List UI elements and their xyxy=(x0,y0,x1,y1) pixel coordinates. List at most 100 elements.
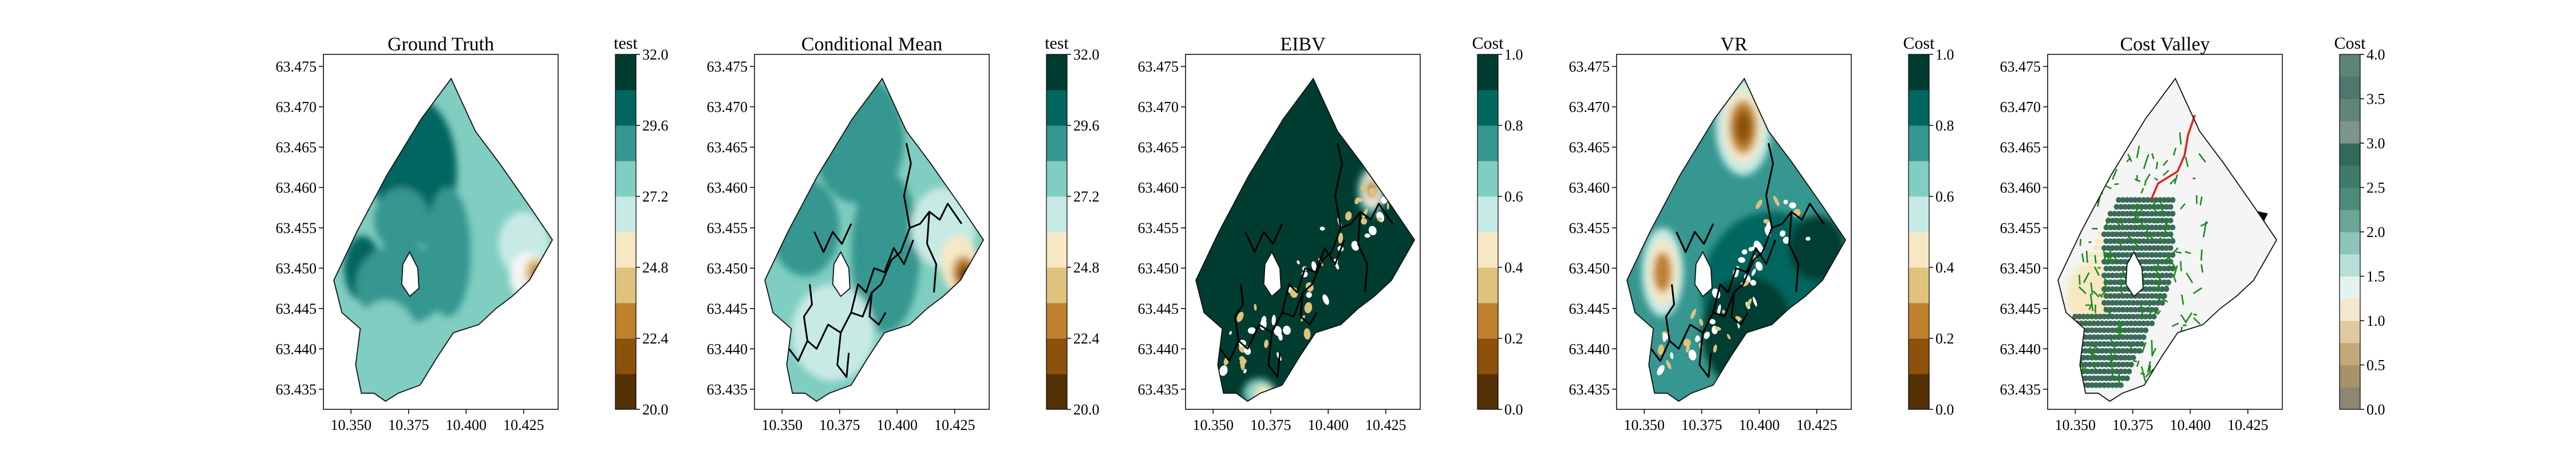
y-tick-label: 63.460 xyxy=(2000,180,2041,196)
tree-edge xyxy=(2180,294,2184,305)
colorbar-tick-label: 22.4 xyxy=(642,330,669,347)
cost-speck xyxy=(1369,187,1376,196)
candidate-point xyxy=(2126,368,2132,374)
candidate-point xyxy=(2087,320,2093,326)
x-tick-label: 10.375 xyxy=(819,417,860,433)
candidate-point xyxy=(2074,307,2080,313)
tree-edge xyxy=(2155,161,2158,169)
tree-edge xyxy=(2182,333,2185,342)
candidate-point xyxy=(2072,382,2079,388)
candidate-point xyxy=(2083,293,2089,299)
tree-edge xyxy=(2140,372,2146,375)
y-tick-label: 63.475 xyxy=(707,58,748,75)
candidate-point xyxy=(2105,327,2112,333)
trajectory-segment xyxy=(903,143,912,228)
tree-edge xyxy=(2136,145,2140,159)
y-tick-label: 63.465 xyxy=(276,139,317,156)
candidate-point xyxy=(2122,341,2128,347)
candidate-point xyxy=(2087,266,2093,272)
colorbar-tick-label: 0.6 xyxy=(1935,188,1954,205)
candidate-point xyxy=(2161,252,2167,258)
candidate-point xyxy=(2134,300,2140,306)
trajectory-segment xyxy=(926,211,937,293)
candidate-point xyxy=(2080,314,2087,319)
trajectory-segment xyxy=(1281,239,1345,313)
y-tick-label: 63.465 xyxy=(1569,139,1610,156)
tree-edge xyxy=(2172,148,2177,156)
candidate-point xyxy=(2147,231,2153,238)
candidate-point xyxy=(2149,211,2155,217)
tree-edge xyxy=(2200,264,2204,273)
candidate-point xyxy=(2089,273,2095,279)
candidate-point xyxy=(2128,224,2134,231)
axis-ticks: 10.350 10.375 10.400 10.425 63.435 63.440 63.4… xyxy=(2000,58,2269,433)
colorbar-label: Cost xyxy=(1472,34,1504,53)
y-tick-label: 63.450 xyxy=(2000,260,2041,277)
candidate-point xyxy=(2095,238,2101,244)
candidate-point xyxy=(2101,341,2107,347)
colorbar-level xyxy=(1046,54,1067,90)
y-tick-label: 63.470 xyxy=(1138,99,1179,116)
cost-speck xyxy=(1709,319,1716,325)
candidate-point xyxy=(2167,231,2174,238)
x-tick-label: 10.425 xyxy=(503,417,544,433)
trajectory-segment xyxy=(1712,239,1776,313)
trajectory-segment xyxy=(1650,203,1825,362)
x-tick-label: 10.400 xyxy=(1739,417,1780,433)
candidate-point xyxy=(2103,266,2109,272)
candidate-point xyxy=(2074,348,2080,354)
candidate-point xyxy=(2130,231,2136,238)
candidate-point xyxy=(2136,238,2143,244)
colorbar-level xyxy=(2340,98,2360,121)
cost-speck xyxy=(1748,247,1753,252)
tree-edge xyxy=(2149,308,2152,315)
trajectory-segment xyxy=(1698,332,1712,378)
candidate-point xyxy=(2149,266,2155,272)
tree-edge xyxy=(2165,285,2169,288)
cost-speck xyxy=(1722,310,1725,314)
tree-edge xyxy=(2088,303,2093,310)
axis-ticks: 10.350 10.375 10.400 10.425 63.435 63.440 63.4… xyxy=(1138,58,1406,433)
candidate-point xyxy=(2134,314,2140,319)
candidate-point xyxy=(2109,245,2116,251)
field-layer xyxy=(1196,78,1415,401)
candidate-point xyxy=(2130,314,2136,319)
plot-axes-frame xyxy=(754,54,990,410)
tree-edge xyxy=(2083,272,2090,283)
candidate-point xyxy=(2107,238,2113,244)
tree-edge xyxy=(2095,136,2103,147)
candidate-point xyxy=(2109,327,2116,333)
candidate-point xyxy=(2143,314,2149,319)
candidate-point xyxy=(2134,341,2140,347)
tree-edge xyxy=(2119,218,2125,231)
tree-edge xyxy=(2091,135,2099,147)
cost-speck xyxy=(1322,294,1329,305)
candidate-point xyxy=(2117,204,2124,210)
candidate-point xyxy=(2095,361,2101,368)
trajectory-segment xyxy=(803,284,813,341)
candidate-point xyxy=(2097,327,2103,333)
candidate-point xyxy=(2084,327,2091,333)
x-tick-label: 10.425 xyxy=(1365,417,1406,433)
candidate-point xyxy=(2097,354,2103,361)
colorbar-level xyxy=(2340,165,2360,188)
colorbar-tick-label: 29.6 xyxy=(1073,117,1100,134)
candidate-point xyxy=(2093,382,2099,388)
field-contour-region xyxy=(1735,110,1752,143)
candidate-point xyxy=(2166,252,2171,258)
tree-edge xyxy=(2120,279,2123,295)
candidate-point xyxy=(2113,368,2120,374)
cost-speck xyxy=(1386,203,1389,210)
y-tick-label: 63.475 xyxy=(2000,58,2041,75)
colorbar-level xyxy=(1909,125,1929,161)
candidate-point xyxy=(2147,259,2153,265)
colorbar-tick-label: 3.0 xyxy=(2366,135,2385,152)
candidate-point xyxy=(2167,273,2174,279)
field-contour-region xyxy=(1254,385,1273,401)
candidate-point xyxy=(2080,273,2087,279)
colorbar-tick-label: 0.4 xyxy=(1504,259,1523,276)
candidate-point xyxy=(2097,341,2103,347)
tree-edge xyxy=(2199,196,2203,206)
candidate-point xyxy=(2105,314,2112,319)
